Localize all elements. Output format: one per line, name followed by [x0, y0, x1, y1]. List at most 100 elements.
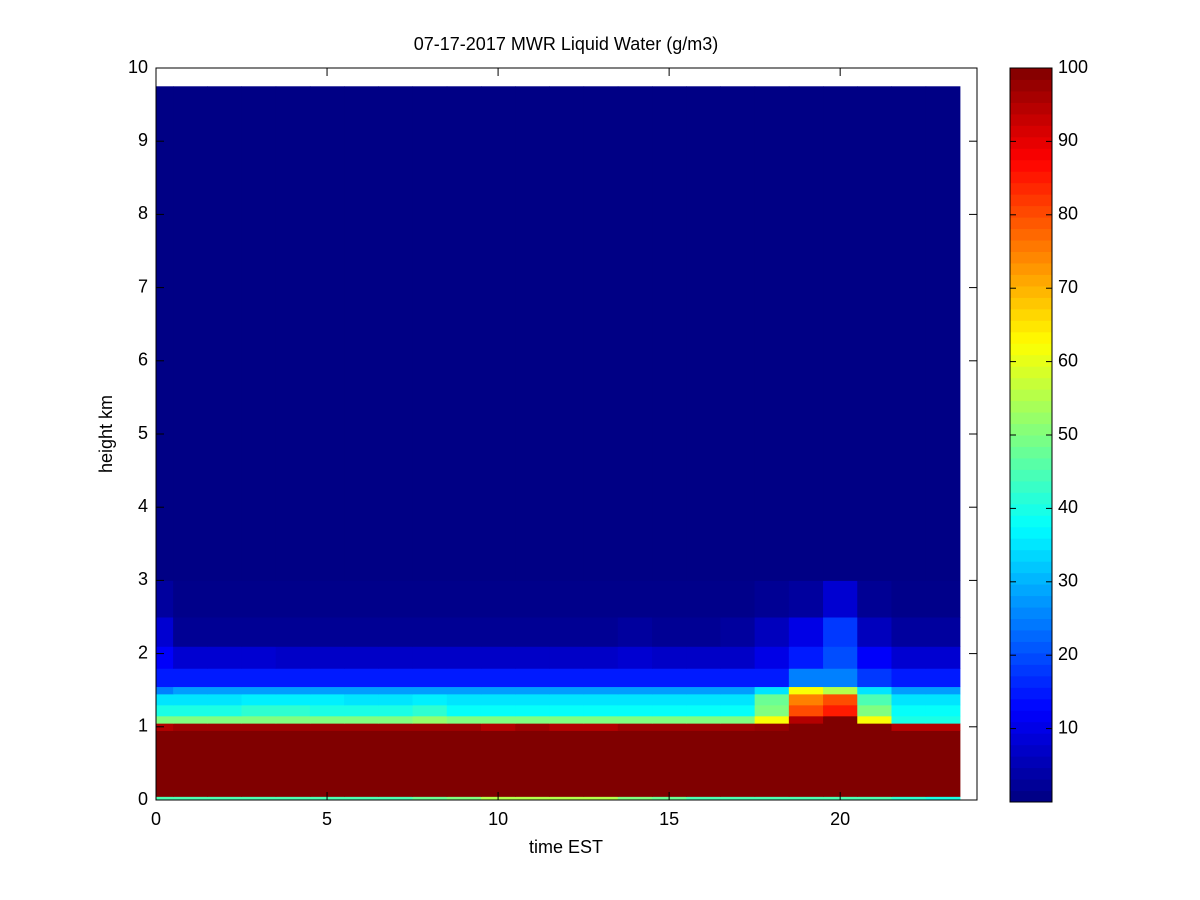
heatmap-cell	[720, 693, 756, 706]
heatmap-cell	[549, 796, 585, 801]
heatmap-cell	[788, 86, 824, 581]
colorbar-swatch	[1010, 148, 1052, 161]
heatmap-cell	[788, 686, 824, 695]
heatmap-cell	[617, 686, 653, 695]
heatmap-cell	[344, 796, 379, 801]
heatmap-cell	[925, 715, 961, 724]
heatmap-cell	[446, 646, 482, 669]
heatmap-cell	[275, 704, 311, 717]
heatmap-cell	[823, 704, 858, 717]
heatmap-cell	[652, 715, 687, 724]
colorbar-swatch	[1010, 687, 1052, 700]
heatmap-cell	[549, 715, 585, 724]
heatmap-cell	[617, 86, 653, 581]
heatmap-cell	[344, 580, 379, 618]
heatmap-cell	[617, 730, 653, 797]
heatmap-cell	[446, 580, 482, 618]
heatmap-cell	[207, 704, 243, 717]
heatmap-cell	[720, 796, 756, 801]
colorbar-swatch	[1010, 102, 1052, 115]
heatmap-cell	[207, 723, 243, 731]
heatmap-cell	[686, 617, 721, 647]
heatmap-cell	[788, 796, 824, 801]
heatmap-cell	[720, 704, 756, 717]
heatmap-cell	[378, 693, 414, 706]
heatmap-cell	[754, 617, 790, 647]
heatmap-cell	[549, 704, 585, 717]
colorbar-swatch	[1010, 240, 1052, 252]
chart-title: 07-17-2017 MWR Liquid Water (g/m3)	[414, 34, 718, 54]
heatmap-cell	[925, 704, 961, 717]
colorbar-swatch	[1010, 285, 1052, 298]
heatmap-cell	[583, 617, 619, 647]
heatmap-cell	[857, 693, 892, 706]
heatmap-cell	[275, 730, 311, 797]
heatmap-cell	[925, 617, 961, 647]
heatmap-cell	[857, 715, 892, 724]
heatmap-cell	[241, 668, 277, 688]
heatmap-cell	[412, 796, 448, 801]
heatmap-cell	[156, 86, 174, 581]
heatmap-cell	[652, 704, 687, 717]
y-tick-label: 9	[138, 130, 148, 150]
colorbar-swatch	[1010, 503, 1052, 516]
heatmap-cell	[344, 686, 379, 695]
heatmap-cell	[925, 646, 961, 669]
heatmap-cell	[754, 86, 790, 581]
heatmap-cell	[583, 686, 619, 695]
heatmap-cell	[446, 730, 482, 797]
heatmap-cell	[515, 686, 550, 695]
heatmap-cell	[754, 693, 790, 706]
colorbar-swatch	[1010, 629, 1052, 642]
heatmap-cell	[207, 693, 243, 706]
heatmap-cell	[891, 617, 927, 647]
heatmap-cell	[788, 693, 824, 706]
heatmap-cell	[156, 580, 174, 618]
heatmap-cell	[378, 617, 414, 647]
heatmap-cell	[720, 617, 756, 647]
heatmap-cell	[241, 704, 277, 717]
heatmap-cell	[156, 723, 174, 731]
y-tick-label: 8	[138, 203, 148, 223]
heatmap-cell	[412, 686, 448, 695]
colorbar-swatch	[1010, 756, 1052, 769]
heatmap-cell	[156, 668, 174, 688]
colorbar-tick-label: 10	[1058, 717, 1078, 737]
heatmap-cell	[754, 686, 790, 695]
heatmap-cell	[515, 646, 550, 669]
heatmap-cell	[275, 715, 311, 724]
heatmap-cell	[686, 796, 721, 801]
heatmap-cell	[891, 668, 927, 688]
colorbar-tick-label: 80	[1058, 204, 1078, 224]
heatmap-cell	[823, 617, 858, 647]
heatmap-cell	[378, 580, 414, 618]
colorbar-swatch	[1010, 136, 1052, 149]
colorbar-swatch	[1010, 767, 1052, 780]
heatmap-cell	[652, 686, 687, 695]
heatmap-cell	[275, 668, 311, 688]
heatmap-cell	[549, 730, 585, 797]
colorbar-tick-label: 40	[1058, 497, 1078, 517]
heatmap-cell	[412, 715, 448, 724]
heatmap-cell	[309, 668, 345, 688]
colorbar-swatch	[1010, 790, 1052, 803]
y-tick-label: 0	[138, 789, 148, 809]
colorbar-swatch	[1010, 113, 1052, 126]
heatmap-cell	[891, 796, 927, 801]
heatmap-cell	[652, 617, 687, 647]
colorbar-swatch	[1010, 205, 1052, 218]
heatmap-cell	[720, 646, 756, 669]
heatmap-cell	[857, 686, 892, 695]
colorbar-tick-label: 60	[1058, 350, 1078, 370]
heatmap-cell	[617, 796, 653, 801]
heatmap-cell	[156, 693, 174, 706]
y-tick-label: 6	[138, 350, 148, 370]
colorbar-swatch	[1010, 549, 1052, 562]
colorbar-swatch	[1010, 159, 1052, 172]
heatmap-cell	[891, 86, 927, 581]
heatmap-cell	[515, 704, 550, 717]
heatmap-cell	[156, 704, 174, 717]
heatmap-cell	[823, 86, 858, 581]
heatmap-cell	[823, 686, 858, 695]
y-tick-label: 10	[128, 57, 148, 77]
